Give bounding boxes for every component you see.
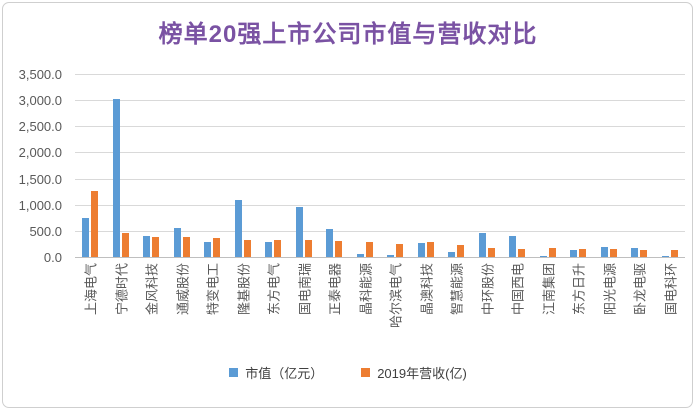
x-axis-category-label: 上海电气: [83, 263, 99, 316]
x-axis-category-label: 隆基股份: [236, 263, 252, 316]
x-axis-category-label: 阳光电源: [602, 263, 618, 316]
legend-swatch-icon: [229, 368, 239, 377]
bar-yingshou-晶科能源: [366, 242, 373, 257]
x-axis-category-label: 中环股份: [480, 263, 496, 316]
bar-yingshou-晶澳科技: [427, 242, 434, 257]
x-axis-category-label: 江南集团: [541, 263, 557, 316]
bar-shizhi-中国西电: [509, 236, 516, 257]
y-gridline: [75, 100, 685, 101]
bar-yingshou-通威股份: [183, 237, 190, 257]
bar-shizhi-正泰电器: [326, 229, 333, 257]
x-axis-category-label: 国电科环: [663, 263, 679, 316]
x-axis-category-label: 卧龙电驱: [632, 263, 648, 316]
bar-yingshou-中国西电: [518, 249, 525, 257]
y-axis-tick-label: 2,500.0: [18, 119, 62, 134]
bar-shizhi-哈尔滨电气: [387, 255, 394, 257]
y-gridline: [75, 179, 685, 180]
bar-shizhi-东方电气: [265, 242, 272, 257]
x-axis-line: [75, 257, 685, 258]
y-gridline: [75, 126, 685, 127]
y-axis-tick-label: 0.0: [43, 250, 62, 265]
bar-yingshou-上海电气: [91, 191, 98, 257]
x-axis-category-label: 金风科技: [144, 263, 160, 316]
bar-yingshou-中环股份: [488, 248, 495, 257]
bar-shizhi-国电科环: [662, 256, 669, 257]
y-axis-tick-label: 1,000.0: [18, 198, 62, 213]
bar-yingshou-正泰电器: [335, 241, 342, 257]
y-axis-tick-label: 3,000.0: [18, 93, 62, 108]
y-axis-tick-label: 2,000.0: [18, 145, 62, 160]
bar-yingshou-金风科技: [152, 237, 159, 257]
bar-yingshou-卧龙电驱: [640, 250, 647, 257]
bar-shizhi-东方日升: [570, 250, 577, 257]
y-gridline: [75, 152, 685, 153]
legend-swatch-icon: [361, 368, 371, 377]
y-axis-tick-label: 500.0: [29, 224, 62, 239]
bar-shizhi-上海电气: [82, 218, 89, 257]
bar-yingshou-隆基股份: [244, 240, 251, 257]
x-axis-category-label: 晶科能源: [358, 263, 374, 316]
bar-yingshou-阳光电源: [610, 249, 617, 257]
bar-shizhi-卧龙电驱: [631, 248, 638, 257]
bar-yingshou-江南集团: [549, 248, 556, 257]
bar-yingshou-特变电工: [213, 238, 220, 257]
bar-shizhi-阳光电源: [601, 247, 608, 257]
y-gridline: [75, 74, 685, 75]
x-axis-category-label: 国电南瑞: [297, 263, 313, 316]
bar-shizhi-通威股份: [174, 228, 181, 257]
bar-shizhi-江南集团: [540, 256, 547, 257]
x-axis-category-label: 东方电气: [266, 263, 282, 316]
x-axis-category-label: 宁德时代: [114, 263, 130, 316]
y-axis-tick-label: 3,500.0: [18, 67, 62, 82]
x-axis-category-label: 哈尔滨电气: [388, 263, 404, 329]
bar-shizhi-晶科能源: [357, 254, 364, 257]
legend-label: 市值（亿元）: [245, 366, 324, 381]
bar-shizhi-特变电工: [204, 242, 211, 257]
x-axis-category-label: 通威股份: [175, 263, 191, 316]
y-gridline: [75, 231, 685, 232]
bar-shizhi-晶澳科技: [418, 243, 425, 257]
legend-item-shizhi: 市值（亿元）: [229, 363, 323, 382]
y-gridline: [75, 205, 685, 206]
bar-yingshou-智慧能源: [457, 245, 464, 257]
bar-yingshou-东方日升: [579, 249, 586, 257]
bar-shizhi-宁德时代: [113, 99, 120, 257]
bar-shizhi-智慧能源: [448, 252, 455, 257]
bar-yingshou-国电科环: [671, 250, 678, 257]
bar-shizhi-隆基股份: [235, 200, 242, 257]
legend-item-yingshou: 2019年营收(亿): [361, 363, 467, 382]
y-axis-tick-label: 1,500.0: [18, 172, 62, 187]
x-axis-category-label: 中国西电: [510, 263, 526, 316]
bar-yingshou-东方电气: [274, 240, 281, 257]
bar-shizhi-国电南瑞: [296, 207, 303, 257]
legend-label: 2019年营收(亿): [377, 366, 467, 381]
bar-shizhi-中环股份: [479, 233, 486, 257]
bar-yingshou-国电南瑞: [305, 240, 312, 257]
chart-legend: 市值（亿元） 2019年营收(亿): [0, 363, 696, 382]
x-axis-category-label: 晶澳科技: [419, 263, 435, 316]
bar-shizhi-金风科技: [143, 236, 150, 257]
x-axis-category-label: 东方日升: [571, 263, 587, 316]
x-axis-category-label: 智慧能源: [449, 263, 465, 316]
x-axis-category-label: 特变电工: [205, 263, 221, 316]
x-axis-category-label: 正泰电器: [327, 263, 343, 316]
bar-yingshou-宁德时代: [122, 233, 129, 257]
bar-yingshou-哈尔滨电气: [396, 244, 403, 257]
chart-title: 榜单20强上市公司市值与营收对比: [158, 21, 538, 48]
